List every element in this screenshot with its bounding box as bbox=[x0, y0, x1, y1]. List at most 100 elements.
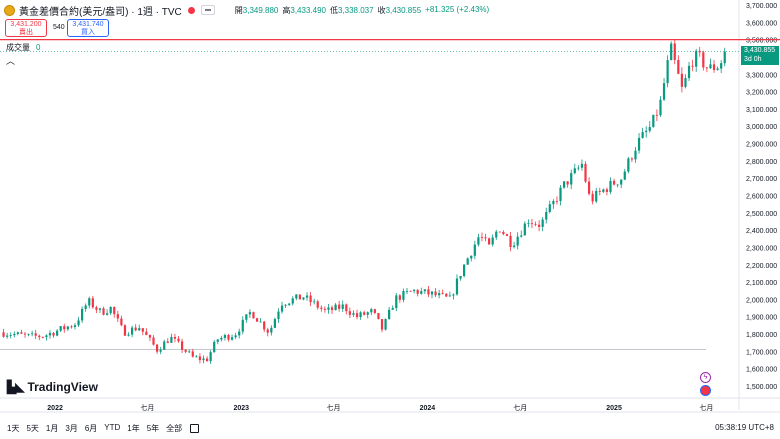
candle-body bbox=[38, 335, 41, 338]
y-tick-label: 1,900.000 bbox=[746, 315, 777, 322]
chevron-up-icon[interactable]: ︿ bbox=[6, 56, 16, 66]
y-tick-label: 2,400.000 bbox=[746, 228, 777, 235]
candle-body bbox=[120, 318, 123, 326]
candle-body bbox=[584, 163, 587, 182]
candle-body bbox=[670, 43, 673, 61]
candle-body bbox=[580, 163, 584, 168]
candle-body bbox=[370, 309, 373, 313]
candle-body bbox=[280, 305, 284, 312]
candle-body bbox=[430, 291, 434, 295]
x-tick-label: 七月 bbox=[699, 403, 713, 412]
range-button-5[interactable]: YTD bbox=[104, 422, 121, 432]
x-tick-label: 七月 bbox=[513, 403, 527, 412]
candle-body bbox=[395, 295, 398, 309]
range-button-0[interactable]: 1天 bbox=[7, 423, 20, 433]
candle-body bbox=[227, 335, 230, 340]
symbol-title[interactable]: 黃金差價合約(美元/盎司) · 1週 · TVC bbox=[19, 6, 182, 18]
candle-body bbox=[623, 171, 626, 180]
candle-body bbox=[59, 326, 62, 331]
candle-body bbox=[48, 333, 52, 336]
candle-body bbox=[363, 312, 366, 315]
candle-body bbox=[13, 333, 16, 336]
range-button-6[interactable]: 1年 bbox=[127, 423, 140, 433]
candle-body bbox=[602, 189, 605, 192]
low-label: 低 bbox=[329, 5, 338, 15]
candle-body bbox=[330, 307, 334, 311]
candle-body bbox=[105, 313, 109, 315]
last-price-value: 3,430.855 bbox=[744, 47, 776, 54]
candle-body bbox=[259, 321, 262, 323]
candle-body bbox=[56, 330, 59, 336]
sell-button[interactable]: 3,431.200 賣出 bbox=[5, 19, 47, 37]
candle-body bbox=[23, 333, 27, 335]
range-button-8[interactable]: 全部 bbox=[166, 423, 183, 433]
candle-body bbox=[188, 351, 191, 353]
candle-body bbox=[634, 150, 637, 160]
candle-body bbox=[205, 358, 209, 362]
buy-button[interactable]: 3,431.740 買入 bbox=[67, 19, 109, 37]
y-tick-label: 2,600.000 bbox=[746, 194, 777, 201]
y-tick-label: 3,100.000 bbox=[746, 107, 777, 114]
candle-body bbox=[398, 295, 401, 300]
chart-header: 黃金差價合約(美元/盎司) · 1週 · TVC 開3,349.880 高3,4… bbox=[4, 3, 490, 18]
y-tick-label: 2,900.000 bbox=[746, 142, 777, 149]
range-button-2[interactable]: 1月 bbox=[45, 423, 59, 433]
candle-body bbox=[95, 307, 98, 310]
candle-body bbox=[291, 298, 294, 304]
lightning-icon[interactable]: ϟ bbox=[700, 372, 711, 383]
candle-body bbox=[241, 319, 244, 332]
candle-body bbox=[159, 349, 162, 352]
range-button-4[interactable]: 6月 bbox=[84, 423, 98, 433]
candle-body bbox=[562, 181, 566, 188]
candle-body bbox=[230, 337, 234, 340]
candle-body bbox=[184, 349, 187, 352]
range-button-1[interactable]: 5天 bbox=[26, 423, 39, 433]
calendar-icon[interactable] bbox=[190, 423, 200, 433]
candle-body bbox=[616, 184, 619, 186]
candle-body bbox=[320, 307, 323, 309]
candle-body bbox=[405, 290, 409, 292]
candle-body bbox=[680, 73, 684, 87]
candle-body bbox=[605, 189, 609, 192]
range-button-7[interactable]: 5年 bbox=[146, 423, 160, 433]
y-tick-label: 3,300.000 bbox=[746, 72, 777, 79]
candle-body bbox=[348, 311, 351, 315]
candle-body bbox=[545, 211, 548, 220]
eye-icon[interactable] bbox=[200, 5, 215, 15]
candle-body bbox=[641, 132, 644, 138]
candle-body bbox=[573, 168, 576, 174]
candle-body bbox=[612, 180, 616, 185]
candle-body bbox=[66, 326, 69, 330]
candle-body bbox=[216, 339, 219, 342]
candle-body bbox=[577, 167, 580, 169]
candle-body bbox=[334, 304, 337, 311]
tradingview-logo[interactable]: ▙◣ TradingView bbox=[7, 380, 98, 394]
candle-body bbox=[555, 200, 559, 202]
candle-body bbox=[316, 301, 319, 308]
candle-body bbox=[705, 67, 708, 69]
candle-body bbox=[116, 314, 119, 319]
candle-body bbox=[655, 114, 659, 116]
market-status-icon bbox=[187, 6, 195, 14]
range-button-3[interactable]: 3月 bbox=[65, 423, 78, 433]
candle-body bbox=[480, 237, 484, 239]
candle-body bbox=[391, 308, 394, 310]
candle-body bbox=[587, 181, 591, 194]
candle-body bbox=[352, 313, 355, 315]
us-flag-icon[interactable] bbox=[700, 385, 711, 396]
candle-body bbox=[666, 60, 669, 84]
candle-body bbox=[373, 309, 376, 313]
candle-body bbox=[595, 190, 598, 202]
candle-body bbox=[109, 306, 112, 314]
candle-body bbox=[609, 180, 612, 192]
candle-body bbox=[502, 231, 505, 235]
bar-countdown: 3d 0h bbox=[744, 56, 762, 63]
candle-body bbox=[709, 64, 712, 69]
change-value: +81.325 (+2.43%) bbox=[425, 4, 490, 14]
candle-body bbox=[413, 289, 416, 292]
candle-body bbox=[477, 237, 480, 245]
close-value: 3,430.855 bbox=[385, 5, 422, 15]
candle-body bbox=[620, 179, 623, 185]
candle-body bbox=[366, 312, 369, 315]
